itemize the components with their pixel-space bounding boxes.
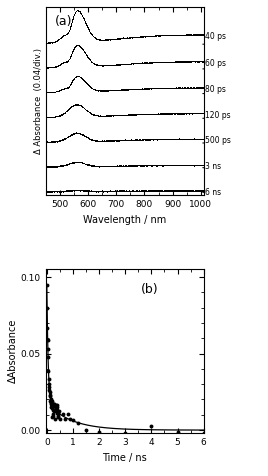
Text: 120 ps: 120 ps (205, 111, 231, 119)
Text: (a): (a) (55, 15, 73, 28)
Y-axis label: ΔAbsorbance: ΔAbsorbance (8, 319, 18, 384)
Text: 80 ps: 80 ps (205, 85, 226, 94)
X-axis label: Time / ns: Time / ns (102, 453, 147, 463)
Y-axis label: Δ Absorbance  (0.04/div.): Δ Absorbance (0.04/div.) (34, 48, 43, 154)
Text: 6 ns: 6 ns (205, 188, 221, 197)
Text: 40 ps: 40 ps (205, 32, 226, 40)
Text: 500 ps: 500 ps (205, 136, 231, 145)
Text: 60 ps: 60 ps (205, 59, 226, 68)
X-axis label: Wavelength / nm: Wavelength / nm (83, 215, 166, 225)
Text: (b): (b) (140, 282, 158, 296)
Text: 3 ns: 3 ns (205, 162, 221, 171)
